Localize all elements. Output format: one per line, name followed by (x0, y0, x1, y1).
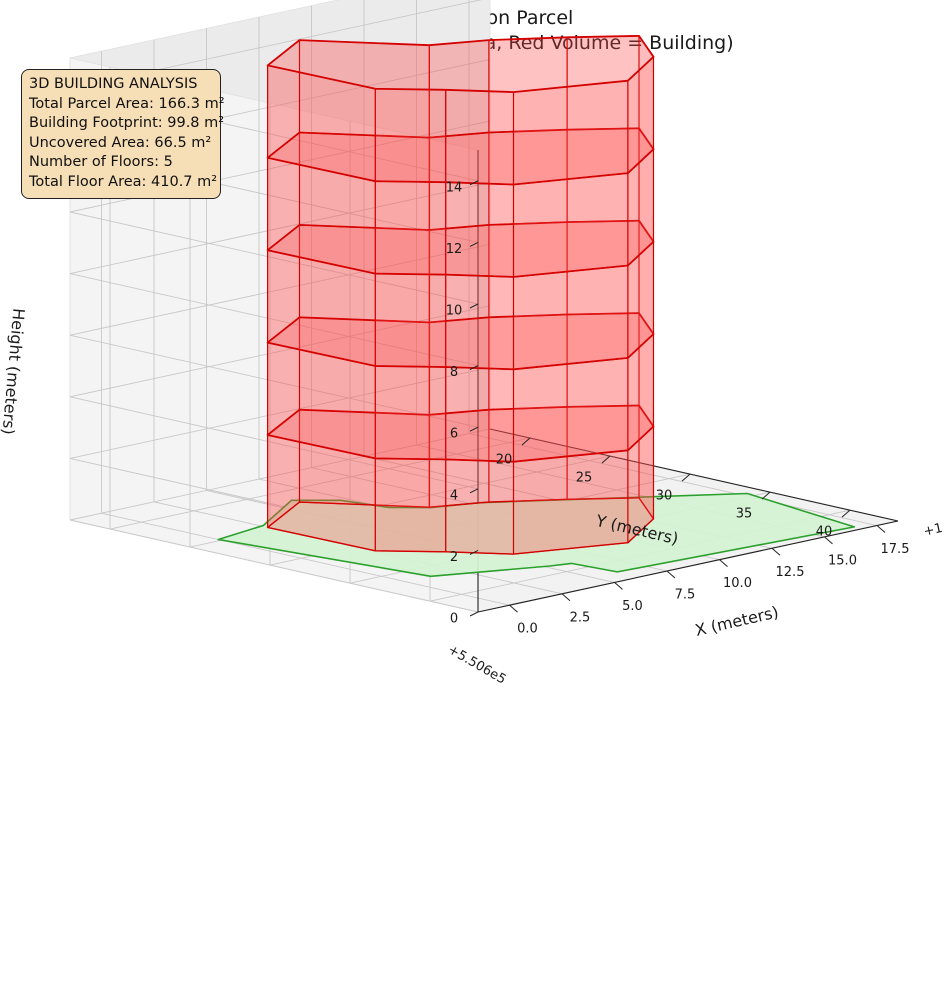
z-tick-mark (469, 180, 479, 186)
grid-line-z-right (69, 305, 491, 398)
z-tick-label: 12 (446, 242, 463, 257)
x-tick-label: 10.0 (723, 576, 752, 591)
y-tick-mark (681, 473, 691, 482)
info-footprint: Building Footprint: 99.8 m² (29, 115, 225, 131)
x-tick-label: 17.5 (881, 542, 910, 557)
x-axis-line (477, 520, 899, 613)
info-parcel-area: Total Parcel Area: 166.3 m² (29, 95, 225, 112)
building-wall-floor-5 (512, 80, 629, 186)
grid-line-z-right (69, 366, 491, 459)
building-roof-floor-5 (266, 35, 655, 93)
building-wall-floor-2 (512, 357, 629, 463)
building-wall-floor-3 (512, 264, 629, 370)
analysis-info-box: 3D BUILDING ANALYSIS Total Parcel Area: … (21, 69, 225, 199)
x-tick-mark (614, 582, 623, 590)
building-wall-floor-4 (374, 180, 447, 276)
z-axis-label: Height (meters) (0, 307, 28, 435)
z-tick-mark (469, 365, 479, 371)
y-tick-label: 25 (576, 471, 593, 486)
y-tick-label: 35 (736, 507, 753, 522)
z-tick-label: 10 (446, 304, 463, 319)
x-tick-label: 0.0 (517, 622, 538, 637)
y-tick-mark (761, 491, 771, 500)
x-tick-mark (876, 525, 886, 533)
z-tick-mark (469, 303, 479, 309)
tick-labels: 0.0 2.5 5.0 7.5 10.0 12.5 15.0 17.5 20 25 30 35 40 0 2… (445, 180, 944, 687)
z-tick-mark (469, 241, 479, 247)
grid-line-z-left (69, 334, 479, 428)
grid-line-z-left (69, 519, 479, 613)
y-tick-mark (601, 455, 611, 464)
y-tick-mark (841, 509, 851, 518)
building-layer (266, 35, 655, 555)
info-floor-area: Total Floor Area: 410.7 m² (29, 173, 218, 190)
x-tick-label: 2.5 (570, 610, 591, 625)
z-tick-label: 14 (446, 180, 463, 195)
info-uncovered: Uncovered Area: 66.5 m² (29, 134, 212, 151)
building-wall-floor-1 (512, 449, 629, 555)
grid-line-z-left (69, 211, 479, 305)
grid-line-x-floor (468, 433, 878, 526)
z-tick-label: 6 (450, 427, 458, 442)
z-tick-mark (469, 611, 479, 617)
building-wall-floor-3 (374, 273, 447, 368)
x-tick-label: 7.5 (675, 588, 696, 603)
y-tick-label: 20 (496, 453, 513, 468)
x-tick-label: 12.5 (776, 565, 805, 580)
x-tick-label: 5.0 (622, 599, 643, 614)
building-wall-floor-5 (374, 88, 447, 183)
x-tick-label: 15.0 (828, 553, 857, 568)
grid-line-z-right (69, 243, 491, 336)
z-tick-mark (469, 426, 479, 432)
x-axis-label: X (meters) (693, 602, 780, 640)
x-tick-mark (719, 559, 728, 568)
building-wall-floor-4 (512, 172, 629, 278)
info-floors: Number of Floors: 5 (29, 154, 173, 170)
grid-line-z-left (69, 396, 479, 490)
y-tick-label: 30 (656, 489, 673, 504)
z-tick-label: 4 (450, 488, 458, 503)
z-tick-label: 2 (450, 550, 458, 565)
z-tick-label: 0 (450, 612, 458, 627)
grid-line-z-right (69, 182, 491, 275)
x-tick-mark (561, 593, 571, 602)
building-wall-floor-1 (374, 457, 447, 553)
info-heading: 3D BUILDING ANALYSIS (29, 76, 198, 92)
y-offset-label: +5.506e5 (445, 642, 508, 687)
grid-line-y-floor (109, 437, 531, 530)
x-tick-mark (771, 547, 781, 556)
x-tick-mark (666, 570, 676, 579)
x-tick-mark (824, 536, 833, 545)
z-tick-label: 8 (450, 365, 458, 380)
grid-line-z-left (69, 273, 479, 367)
grid-line-x-floor (101, 512, 510, 606)
y-tick-mark (521, 437, 531, 446)
x-tick-mark (509, 604, 518, 613)
building-wall-floor-2 (374, 365, 447, 460)
x-offset-label: +1.937e5 (922, 512, 944, 540)
z-tick-mark (469, 488, 479, 494)
z-tick-mark (469, 549, 479, 555)
grid-line-z-right (69, 428, 491, 521)
y-axis-line (489, 428, 899, 522)
y-tick-label: 40 (816, 525, 833, 540)
